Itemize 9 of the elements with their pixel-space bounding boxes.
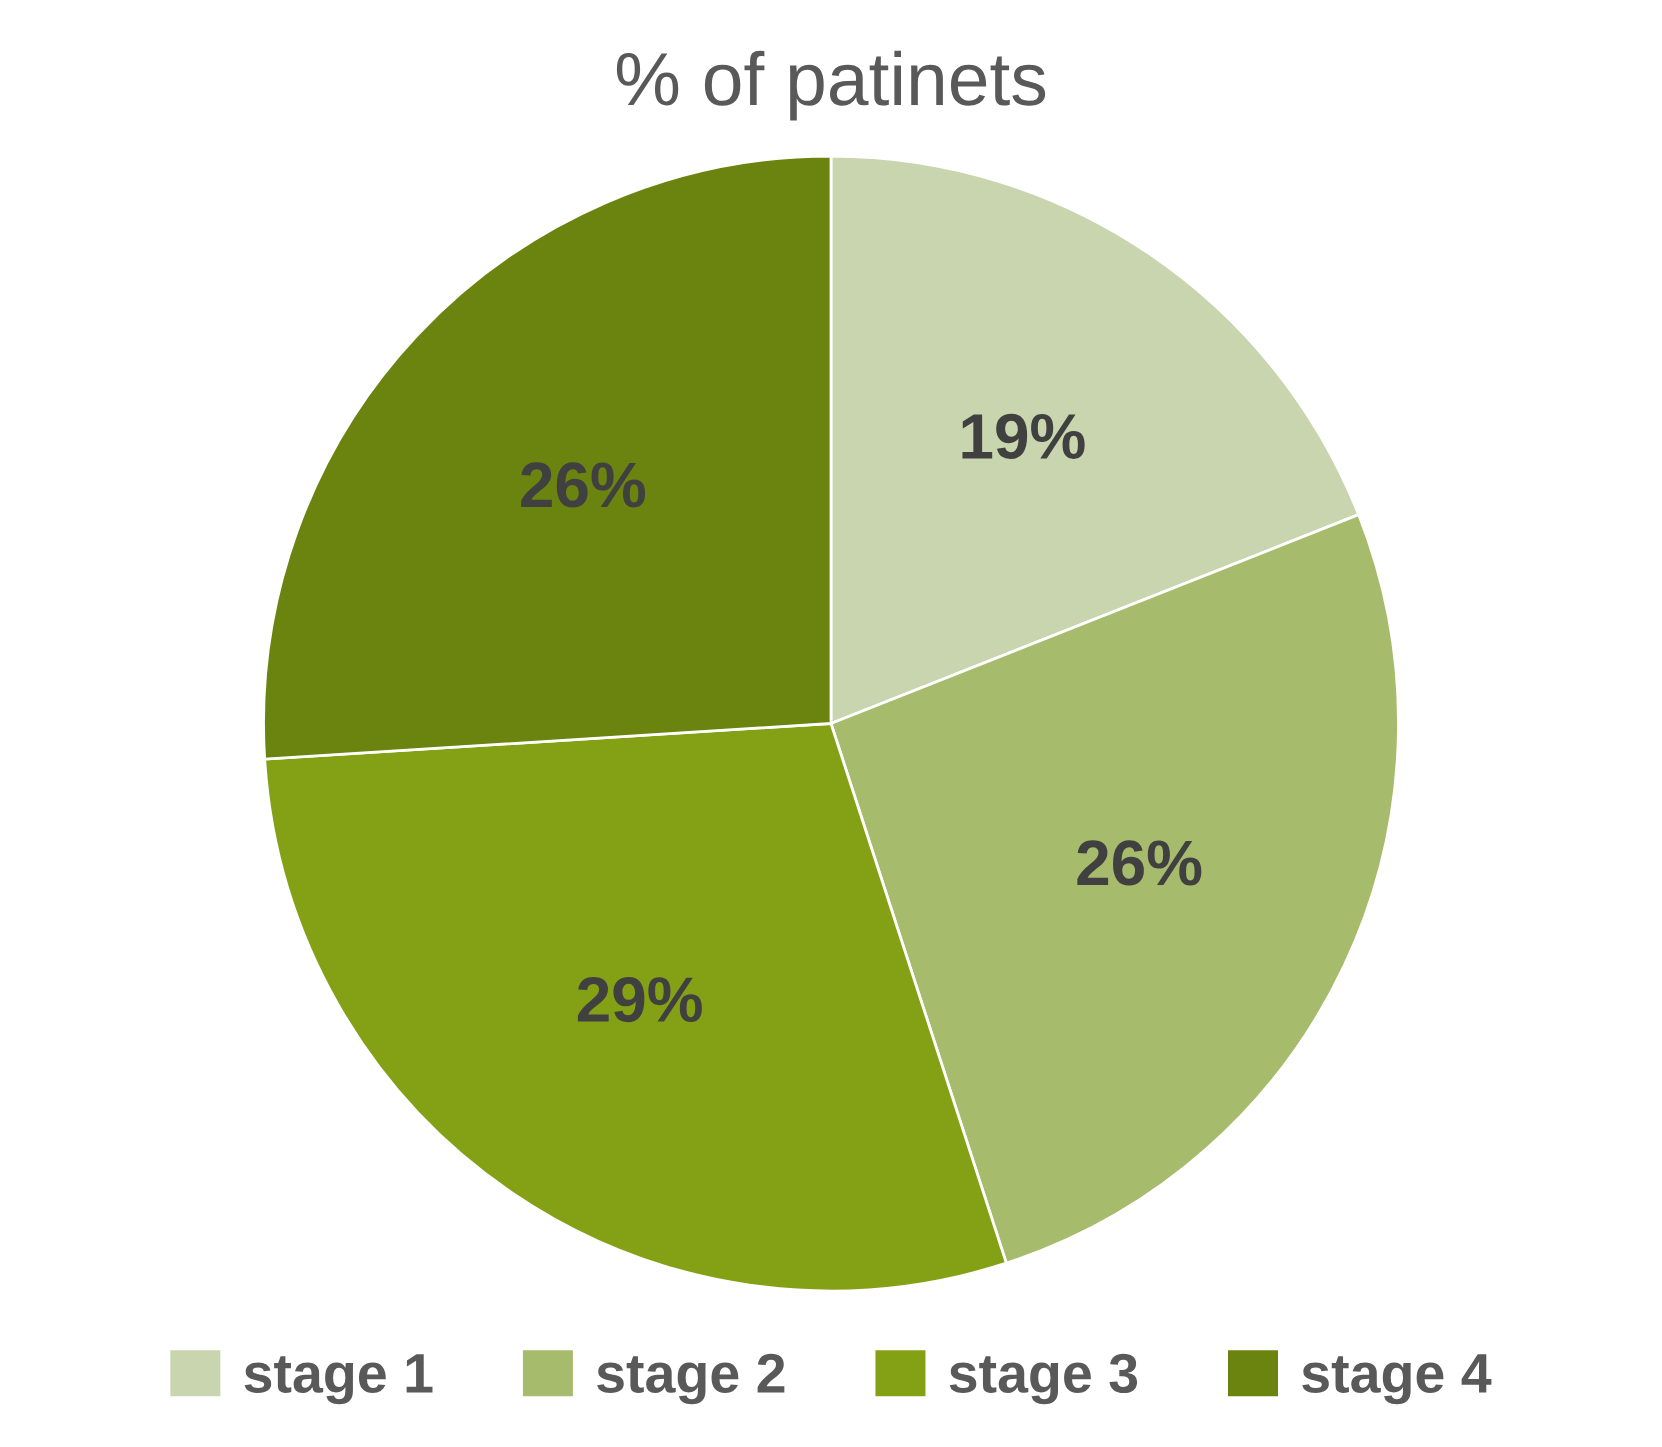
legend-label: stage 4 <box>1302 1354 1492 1405</box>
data-label: 29% <box>577 977 702 1023</box>
chart-title: % of patinets <box>616 50 1046 121</box>
legend-label: stage 3 <box>949 1353 1138 1405</box>
data-label: 19% <box>962 413 1085 460</box>
legend-label: stage 2 <box>597 1353 785 1405</box>
legend-label: stage 1 <box>244 1354 433 1405</box>
data-label: 26% <box>521 462 646 508</box>
data-label: 26% <box>1077 840 1202 886</box>
